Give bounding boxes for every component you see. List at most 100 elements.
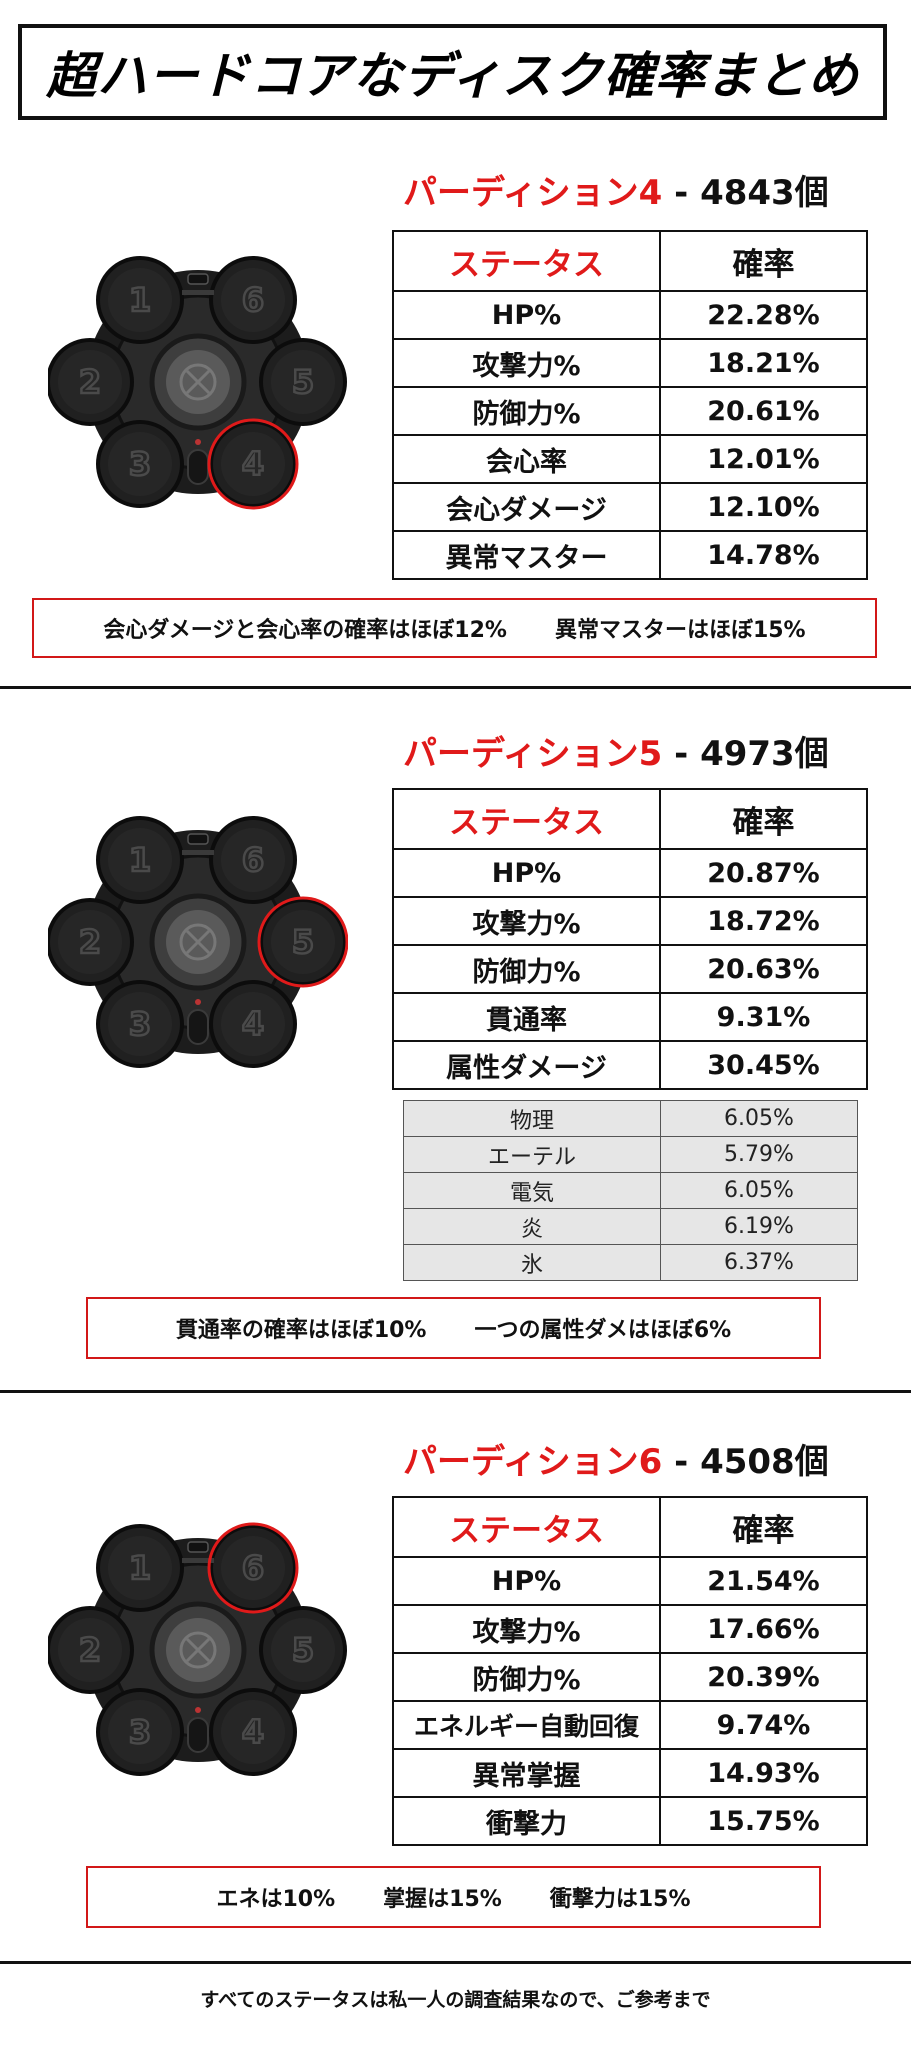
sub-table-row: 物理 6.05% [403, 1100, 858, 1137]
sub-table-row: 氷 6.37% [403, 1244, 858, 1281]
section-divider [0, 686, 911, 689]
disk-slot-number: 4 [242, 1713, 264, 1751]
table-row: 会心率 12.01% [392, 434, 868, 484]
partition-4-note: 会心ダメージと会心率の確率はほぼ12% 異常マスターはほぼ15% [32, 598, 877, 658]
disk-slot-face [271, 910, 335, 974]
disk-indicator-light [195, 999, 201, 1005]
stat-name: 異常掌握 [392, 1748, 661, 1798]
note-text: 貫通率の確率はほぼ10% [175, 1318, 427, 1343]
table-row: 攻撃力% 17.66% [392, 1604, 868, 1654]
partition-6-table: ステータス 確率 HP% 21.54% 攻撃力% 17.66% 防御力% 20.39%… [392, 1496, 868, 1846]
stat-name: エネルギー自動回復 [392, 1700, 661, 1750]
disk-latch [187, 1717, 209, 1753]
disk-slot-number: 3 [129, 1713, 151, 1751]
disk-connector [187, 1541, 209, 1553]
stat-prob: 9.31% [659, 992, 868, 1042]
partition-5-name: パーディション5 [403, 734, 663, 774]
drive-disk-icon-slot-6: 1 2 3 4 5 6 [48, 1522, 347, 1776]
header-status: ステータス [392, 230, 661, 292]
partition-5-heading: パーディション5 - 4973個 [403, 726, 829, 775]
disk-slot-face [221, 992, 285, 1056]
disk-slot-number: 6 [242, 281, 264, 319]
stat-name: 防御力% [392, 386, 661, 436]
disk-slot-number: 5 [292, 1631, 314, 1669]
table-row: 攻撃力% 18.72% [392, 896, 868, 946]
highlight-ring [207, 1522, 299, 1614]
table-header-row: ステータス 確率 [392, 788, 868, 850]
header-prob: 確率 [659, 788, 868, 850]
disk-connector [187, 273, 209, 285]
stat-name: 会心ダメージ [392, 482, 661, 532]
disk-hub-ring [179, 1631, 217, 1669]
drive-disk-icon-slot-5: 1 2 3 4 5 6 [48, 816, 348, 1068]
disk-slot-number: 1 [129, 1549, 151, 1587]
stat-prob: 14.78% [659, 530, 868, 580]
element-name: 電気 [403, 1172, 661, 1209]
disk-hub-cross [185, 929, 211, 955]
element-name: 炎 [403, 1208, 661, 1245]
disk-slot-face [271, 1618, 335, 1682]
note-text: 衝撃力は15% [549, 1887, 691, 1912]
note-text: 掌握は15% [383, 1887, 502, 1912]
element-prob: 6.37% [660, 1244, 858, 1281]
disk-slot-face [108, 268, 172, 332]
disk-slot-number: 2 [79, 1631, 101, 1669]
table-row: 衝撃力 15.75% [392, 1796, 868, 1846]
stat-name: 会心率 [392, 434, 661, 484]
disk-hub-cross [185, 369, 211, 395]
stat-prob: 20.39% [659, 1652, 868, 1702]
stat-prob: 20.87% [659, 848, 868, 898]
element-name: エーテル [403, 1136, 661, 1173]
disk-slot-face [221, 828, 285, 892]
stat-prob: 15.75% [659, 1796, 868, 1846]
disk-slot-face [108, 1700, 172, 1764]
disk-label-plate [182, 290, 214, 295]
note-text: エネは10% [216, 1887, 336, 1912]
disk-label-plate [182, 850, 214, 855]
stat-prob: 30.45% [659, 1040, 868, 1090]
disk-slot-face [58, 350, 122, 414]
disk-slot-number: 4 [242, 1005, 264, 1043]
stat-prob: 14.93% [659, 1748, 868, 1798]
element-name: 物理 [403, 1100, 661, 1137]
disk-slot-face [221, 268, 285, 332]
partition-5-note: 貫通率の確率はほぼ10% 一つの属性ダメはほぼ6% [86, 1297, 821, 1359]
sub-table-row: 炎 6.19% [403, 1208, 858, 1245]
partition-6-name: パーディション6 [403, 1442, 663, 1482]
stat-prob: 18.72% [659, 896, 868, 946]
disk-indicator-light [195, 1707, 201, 1713]
disk-slot-face [58, 910, 122, 974]
partition-6-note: エネは10% 掌握は15% 衝撃力は15% [86, 1866, 821, 1928]
note-text: 異常マスターはほぼ15% [554, 618, 806, 643]
partition-4-table: ステータス 確率 HP% 22.28% 攻撃力% 18.21% 防御力% 20.61%… [392, 230, 868, 580]
disk-slot-number: 1 [129, 281, 151, 319]
partition-6-count: - 4508個 [662, 1442, 829, 1482]
disk-slot-number: 1 [129, 841, 151, 879]
stat-prob: 12.01% [659, 434, 868, 484]
header-status: ステータス [392, 788, 661, 850]
partition-5-table: ステータス 確率 HP% 20.87% 攻撃力% 18.72% 防御力% 20.63%… [392, 788, 868, 1090]
disk-slot-face [108, 828, 172, 892]
element-prob: 6.19% [660, 1208, 858, 1245]
table-row: 異常掌握 14.93% [392, 1748, 868, 1798]
disk-indicator-light [195, 439, 201, 445]
stat-prob: 12.10% [659, 482, 868, 532]
partition-4-name: パーディション4 [403, 173, 663, 213]
disk-connector [187, 833, 209, 845]
note-text: 一つの属性ダメはほぼ6% [474, 1318, 732, 1343]
disk-latch [187, 449, 209, 485]
disk-label-plate [182, 1558, 214, 1563]
disk-hub-cross [185, 1637, 211, 1663]
stat-name: 異常マスター [392, 530, 661, 580]
partition-4-heading: パーディション4 - 4843個 [403, 165, 829, 214]
disk-slot-face [108, 432, 172, 496]
table-header-row: ステータス 確率 [392, 1496, 868, 1558]
table-row: HP% 20.87% [392, 848, 868, 898]
page-title: 超ハードコアなディスク確率まとめ [46, 47, 859, 105]
highlight-ring [207, 418, 299, 510]
table-row: HP% 21.54% [392, 1556, 868, 1606]
sub-table-row: エーテル 5.79% [403, 1136, 858, 1173]
table-row: 攻撃力% 18.21% [392, 338, 868, 388]
table-row: 属性ダメージ 30.45% [392, 1040, 868, 1090]
highlight-ring [257, 896, 348, 988]
